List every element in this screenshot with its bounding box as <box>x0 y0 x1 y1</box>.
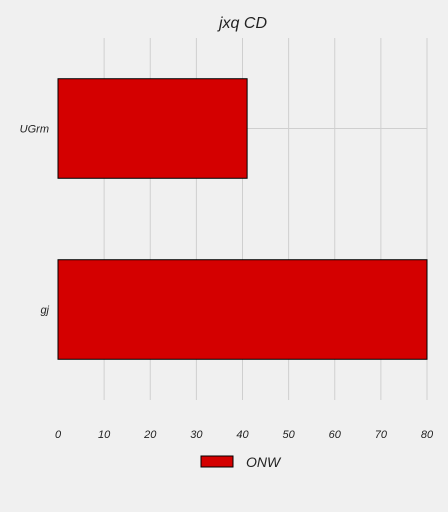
bar <box>57 78 248 179</box>
x-tick-label: 20 <box>143 429 157 441</box>
x-tick-label: 80 <box>421 429 434 441</box>
x-tick-label: 70 <box>375 429 388 441</box>
x-tick-label: 10 <box>98 429 111 441</box>
legend-swatch <box>200 455 234 468</box>
legend-label: ONW <box>246 454 282 470</box>
axis-ticks: UGrm gj 0 10 20 30 40 50 60 70 80 <box>20 124 434 442</box>
y-tick-label: UGrm <box>20 124 49 136</box>
x-tick-label: 0 <box>55 429 62 441</box>
y-tick-label: gj <box>40 305 49 317</box>
bar <box>57 259 428 360</box>
bars <box>57 78 428 360</box>
x-tick-label: 50 <box>283 429 296 441</box>
x-tick-label: 40 <box>236 429 249 441</box>
x-tick-label: 30 <box>190 429 203 441</box>
chart-title: jxq CD <box>217 15 267 32</box>
legend: ONW <box>200 454 282 470</box>
x-tick-label: 60 <box>329 429 342 441</box>
